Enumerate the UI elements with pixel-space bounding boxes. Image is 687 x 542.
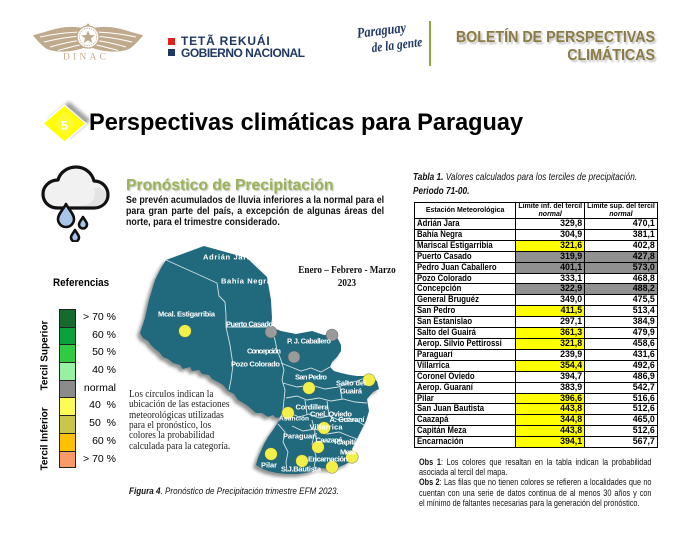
svg-text:Guairá: Guairá (340, 387, 363, 396)
svg-text:Pozo Colorado: Pozo Colorado (231, 360, 280, 369)
svg-text:Asunción: Asunción (279, 416, 309, 423)
svg-text:5: 5 (61, 119, 68, 133)
svg-text:Pilar: Pilar (261, 461, 277, 470)
svg-text:S.J.Bautista: S.J.Bautista (281, 465, 322, 474)
svg-text:Salto del: Salto del (336, 379, 366, 388)
svg-text:Cordillera: Cordillera (296, 403, 330, 412)
svg-text:Mcal. Estigarribia: Mcal. Estigarribia (158, 310, 216, 319)
svg-text:Puerto Casado: Puerto Casado (226, 320, 273, 329)
svg-text:P. J. Caballero: P. J. Caballero (287, 337, 331, 346)
svg-text:Capitán: Capitán (337, 438, 362, 447)
svg-text:Cnel. Oviedo: Cnel. Oviedo (310, 410, 352, 419)
svg-text:Encarnación: Encarnación (308, 455, 348, 464)
svg-text:Villarrica: Villarrica (310, 423, 344, 432)
svg-text:Concepción: Concepción (247, 347, 281, 356)
svg-text:Adrián Jara: Adrián Jara (203, 253, 252, 262)
svg-text:Paraguarí: Paraguarí (283, 432, 318, 441)
svg-text:San Pedro: San Pedro (295, 373, 327, 382)
svg-text:Caazapá: Caazapá (316, 436, 344, 445)
svg-text:A. Guaraní: A. Guaraní (330, 415, 366, 424)
svg-text:Bahía Negra: Bahía Negra (221, 277, 272, 286)
svg-text:DINAC: DINAC (63, 53, 109, 63)
svg-text:Meza: Meza (340, 448, 357, 457)
